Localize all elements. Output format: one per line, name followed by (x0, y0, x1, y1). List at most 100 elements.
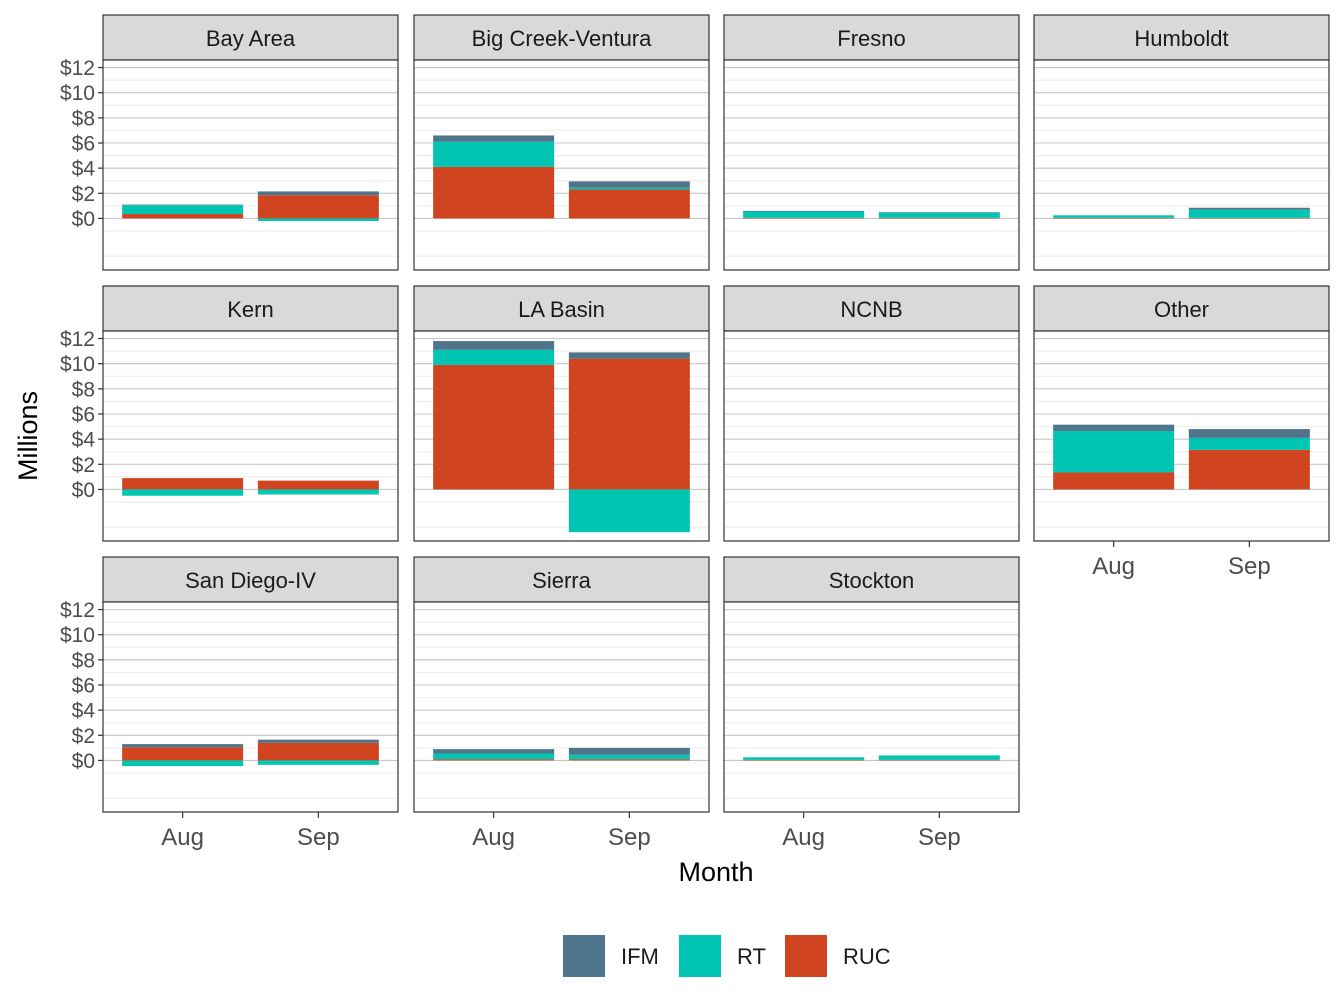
bar-sierra-sep-ifm (568, 747, 690, 755)
facet-stockton: Stockton Aug Sep (723, 556, 1020, 851)
bar-bay-area-sep-ruc (257, 195, 379, 219)
bar-stockton-aug-ruc (743, 759, 865, 761)
y-tick-label: $2 (72, 183, 95, 206)
facet-strip (723, 285, 1020, 332)
x-axis-title: Month (678, 857, 753, 887)
facet-strip (1033, 14, 1330, 61)
legend-swatch-ifm (563, 935, 605, 977)
bar-big-creek-ventura-aug-ifm (433, 135, 555, 142)
bar-la-basin-aug-rt (433, 349, 555, 365)
bar-fresno-sep-ruc (878, 217, 1000, 219)
facet-strip (1033, 285, 1330, 332)
y-tick-label: $6 (72, 674, 95, 697)
y-axis-title: Millions (13, 391, 43, 481)
bar-fresno-aug-ifm (743, 210, 865, 212)
plot-background (103, 602, 398, 812)
facet-la-basin: LA Basin (413, 285, 710, 542)
plot-background (103, 60, 398, 270)
y-tick-label: $8 (72, 107, 95, 130)
y-tick-label: $0 (72, 750, 95, 773)
panel-border (413, 330, 710, 542)
x-tick-label: Aug (472, 824, 515, 851)
panel-border (723, 59, 1020, 271)
bar-big-creek-ventura-aug-rt (433, 141, 555, 167)
x-tick-label: Aug (782, 824, 825, 851)
bar-stockton-aug-rt (743, 757, 865, 760)
y-tick-label: $10 (60, 353, 95, 376)
plot-background (103, 331, 398, 541)
y-tick-label: $0 (72, 208, 95, 231)
bar-fresno-aug-ruc (743, 217, 865, 219)
x-tick-label: Aug (161, 824, 204, 851)
facet-title: LA Basin (518, 297, 605, 322)
facet-title: Fresno (837, 26, 905, 51)
facet-title: Kern (227, 297, 273, 322)
panel-border (1033, 330, 1330, 542)
y-tick-label: $12 (60, 57, 95, 80)
legend-label-ruc: RUC (843, 944, 891, 969)
facet-san-diego-iv: San Diego-IV $0$2$4 $6$8$10$12 Aug Sep (60, 556, 399, 851)
facet-title: San Diego-IV (185, 568, 316, 593)
bar-big-creek-ventura-aug-ruc (433, 166, 555, 219)
x-tick-label: Sep (608, 824, 651, 851)
bar-san-diego-iv-aug-ifm (122, 744, 244, 748)
facet-humboldt: Humboldt (1033, 14, 1330, 271)
facet-title: Big Creek-Ventura (472, 26, 653, 51)
facet-strip (102, 14, 399, 61)
bar-other-sep-ruc (1188, 449, 1310, 490)
facet-strip (102, 556, 399, 603)
bar-humboldt-aug-ruc (1053, 217, 1175, 219)
facet-strip (102, 285, 399, 332)
bar-la-basin-aug-ruc (433, 364, 555, 490)
y-tick-label: $8 (72, 378, 95, 401)
facet-other: Other Aug Sep (1033, 285, 1330, 580)
facet-title: Other (1154, 297, 1209, 322)
bar-sierra-aug-ifm (433, 749, 555, 754)
panel-border (723, 330, 1020, 542)
facet-strip (413, 14, 710, 61)
bar-san-diego-iv-sep-ruc (257, 742, 379, 761)
bar-sierra-sep-ruc (568, 759, 690, 761)
facet-ncnb: NCNB (723, 285, 1020, 542)
bar-other-aug-ifm (1053, 424, 1175, 431)
bar-bay-area-aug-ruc (122, 214, 244, 219)
y-tick-label: $6 (72, 132, 95, 155)
bar-la-basin-sep-ruc (568, 358, 690, 490)
facet-strip (723, 14, 1020, 61)
panel-border (413, 601, 710, 813)
bar-la-basin-aug-ifm (433, 341, 555, 350)
bar-la-basin-sep-ifm (568, 352, 690, 359)
x-tick-label: Sep (297, 824, 340, 851)
facet-big-creek-ventura: Big Creek-Ventura (413, 14, 710, 271)
bar-san-diego-iv-aug-ruc (122, 747, 244, 761)
bar-humboldt-sep-ifm (1188, 207, 1310, 210)
y-tick-label: $10 (60, 82, 95, 105)
x-tick-label: Sep (918, 824, 961, 851)
facet-title: Bay Area (206, 26, 296, 51)
panel-border (102, 330, 399, 542)
x-tick-label: Sep (1228, 553, 1271, 580)
panel-border (1033, 59, 1330, 271)
bar-sierra-aug-rt (433, 753, 555, 760)
legend: IFM RT RUC (563, 935, 891, 977)
bar-bay-area-aug-ifm (122, 204, 244, 206)
legend-swatch-ruc (785, 935, 827, 977)
facet-title: Sierra (532, 568, 591, 593)
bar-humboldt-aug-rt (1053, 215, 1175, 218)
plot-background (1034, 60, 1329, 270)
panel-border (102, 601, 399, 813)
bar-fresno-sep-ifm (878, 212, 1000, 213)
y-tick-label: $10 (60, 624, 95, 647)
y-tick-label: $12 (60, 328, 95, 351)
legend-swatch-rt (679, 935, 721, 977)
facet-bay-area: Bay Area $0$2$4 $6$8$10$12 (60, 14, 399, 271)
x-tick-label: Aug (1092, 553, 1135, 580)
bar-humboldt-sep-ruc (1188, 217, 1310, 219)
bar-other-sep-ifm (1188, 429, 1310, 438)
bar-other-aug-rt (1053, 430, 1175, 473)
bar-fresno-sep-rt (878, 212, 1000, 218)
bar-big-creek-ventura-sep-ifm (568, 181, 690, 188)
legend-label-ifm: IFM (621, 944, 659, 969)
facet-strip (413, 556, 710, 603)
